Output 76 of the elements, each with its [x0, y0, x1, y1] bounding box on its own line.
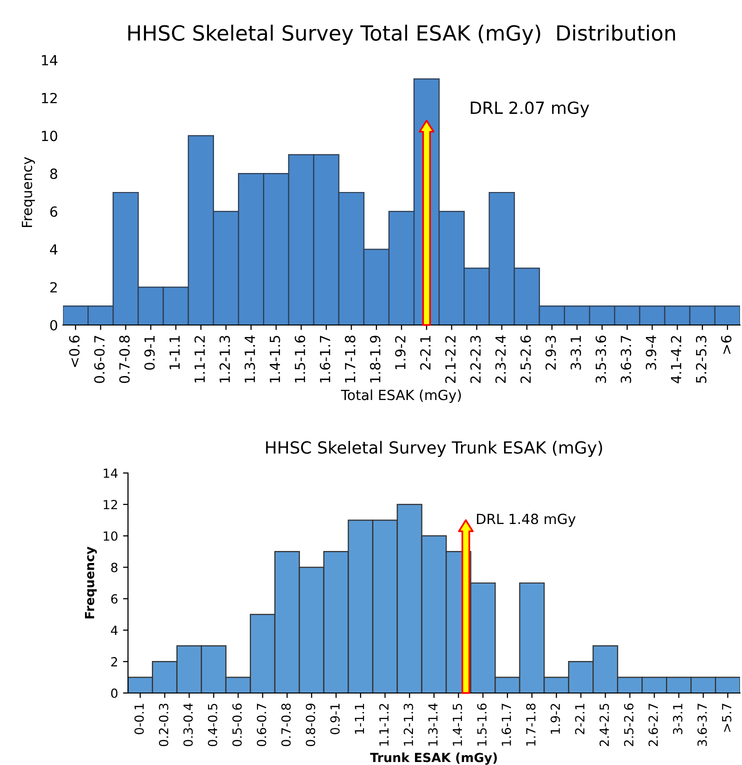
x-tick-label: 1.7-1.8 [526, 704, 536, 746]
x-tick-label: 0.9-1 [144, 336, 155, 370]
y-tick-label: 10 [42, 130, 58, 142]
y-tick-label: 0 [50, 320, 58, 330]
x-tick-label: 5.2-5.3 [696, 336, 706, 383]
x-tick-label: 2-2.1 [575, 704, 584, 734]
x-tick-label: 1.9-2 [550, 704, 560, 734]
x-tick-label: 3.5-3.6 [596, 336, 606, 383]
annotation: DRL 1.48 mGy [476, 514, 576, 527]
x-tick-label: 1.4-1.5 [452, 704, 462, 746]
x-tick-label: 1.1-1.2 [379, 704, 388, 746]
x-tick-label: 0.6-0.7 [94, 336, 105, 383]
y-tick-label: 8 [111, 562, 118, 572]
x-tick-label: 1.6-1.7 [502, 704, 512, 746]
x-tick-label: 2.5-2.6 [520, 336, 531, 383]
x-tick-label: 3.6-3.7 [697, 704, 707, 746]
x-tick-label: 1.3-1.4 [244, 336, 256, 382]
x-tick-label: 1-1.1 [354, 704, 364, 734]
x-tick-label: 1.8-1.9 [370, 336, 380, 382]
x-tick-label: 0.5-0.6 [232, 704, 242, 746]
x-tick-label: 2.3-2.4 [495, 336, 506, 383]
x-tick-label: 0.6-0.7 [256, 704, 266, 746]
x-tick-label: 1-1.1 [170, 336, 180, 370]
x-tick-label: 2.1-2.2 [445, 336, 456, 383]
x-tick-label: 2.9-3 [545, 336, 556, 370]
x-tick-label: 0.7-0.8 [119, 336, 130, 383]
x-axis-title: Total ESAK (mGy) [340, 389, 461, 403]
x-tick-label: 3.6-3.7 [620, 336, 632, 383]
x-tick-label: 2.2-2.3 [470, 336, 481, 383]
x-tick-label: 2.5-2.6 [624, 704, 634, 746]
x-tick-label: >5.7 [722, 704, 732, 732]
x-tick-label: <0.6 [69, 336, 80, 367]
y-tick-label: 8 [50, 168, 58, 180]
y-tick-label: 12 [42, 92, 57, 104]
y-tick-label: 14 [42, 55, 58, 66]
x-tick-label: 2.4-2.5 [600, 704, 609, 746]
x-tick-label: 1.2-1.3 [404, 704, 414, 746]
y-axis-title: Frequency [22, 157, 35, 228]
y-axis-title: Frequency [85, 546, 97, 618]
x-tick-label: 1.1-1.2 [194, 336, 205, 382]
y-tick-label: 2 [50, 282, 57, 292]
x-tick-label: 0.8-0.9 [306, 704, 316, 746]
x-tick-label: 0.3-0.4 [183, 703, 193, 746]
y-tick-label: 6 [111, 594, 118, 604]
x-tick-label: 2.6-2.7 [648, 704, 658, 746]
x-tick-label: 1.3-1.4 [428, 703, 438, 746]
y-tick-label: 4 [110, 626, 118, 635]
y-tick-label: 4 [50, 244, 58, 255]
y-tick-label: 6 [50, 206, 58, 217]
y-tick-label: 10 [104, 531, 118, 541]
x-tick-label: 0.4-0.5 [208, 704, 218, 746]
x-tick-label: 1.6-1.7 [320, 336, 330, 382]
x-tick-label: 1.4-1.5 [270, 336, 280, 382]
x-tick-label: 1.5-1.6 [294, 336, 306, 382]
x-tick-label: 3-3.1 [570, 336, 582, 370]
x-tick-label: 0.9-1 [330, 704, 340, 734]
chart-title: HHSC Skeletal Survey Total ESAK (mGy) Distribution [128, 24, 675, 45]
x-axis-title: Trunk ESAK (mGy) [370, 752, 497, 765]
x-tick-label: >6 [720, 336, 732, 354]
y-tick-label: 2 [111, 657, 118, 666]
annotation: DRL 2.07 mGy [470, 101, 590, 118]
x-tick-label: 0.7-0.8 [281, 704, 291, 746]
x-tick-label: 1.9-2 [395, 336, 406, 370]
y-tick-label: 14 [104, 468, 118, 478]
y-tick-label: 12 [104, 500, 118, 510]
x-tick-label: 1.2-1.3 [220, 336, 230, 382]
x-tick-label: 1.7-1.8 [344, 336, 356, 382]
x-tick-label: 3-3.1 [672, 704, 682, 734]
y-tick-label: 0 [111, 688, 118, 698]
x-tick-label: 3.9-4 [646, 336, 656, 370]
x-tick-label: 1.5-1.6 [477, 704, 487, 746]
chart-title: HHSC Skeletal Survey Trunk ESAK (mGy) [266, 440, 602, 458]
x-tick-label: 0-0.1 [134, 704, 144, 734]
x-tick-label: 4.1-4.2 [670, 336, 682, 384]
x-tick-label: 0.2-0.3 [158, 704, 168, 746]
x-tick-label: 2-2.1 [420, 336, 430, 370]
